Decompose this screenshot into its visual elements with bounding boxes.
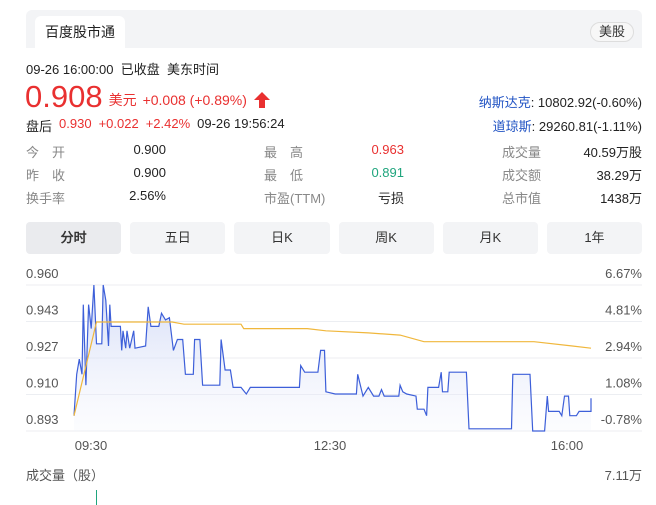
arrow-up-icon: [253, 92, 270, 108]
index-name: 道琼斯: [492, 119, 532, 134]
stat-value: 0.963: [371, 142, 404, 157]
currency: 美元: [108, 92, 137, 108]
tab-baidu-stock[interactable]: 百度股市通: [35, 16, 125, 48]
stat-label: 成交额: [502, 168, 542, 183]
header-bar: [26, 10, 642, 48]
tab-weekly-k[interactable]: 周K: [338, 222, 434, 254]
tab-daily-k[interactable]: 日K: [234, 222, 330, 254]
tab-monthly-k[interactable]: 月K: [442, 222, 538, 254]
y-right-tick-label: 6.67%: [605, 266, 642, 281]
datetime: 09-26 16:00:00: [26, 62, 114, 77]
stat-label: 市盈(TTM): [264, 191, 326, 206]
x-tick-label: 12:30: [314, 438, 347, 453]
index-name: 纳斯达克: [478, 95, 531, 110]
stat-label: 昨 收: [26, 168, 66, 183]
stat-value: 2.56%: [129, 188, 166, 203]
y-right-tick-label: 4.81%: [605, 303, 642, 318]
stat-value: 0.891: [371, 165, 404, 180]
status-line: 09-26 16:00:00 已收盘 美东时间: [26, 59, 219, 78]
after-hours-row: 盘后 0.930 +0.022 +2.42% 09-26 19:56:24: [26, 116, 285, 135]
price-area: [74, 285, 591, 431]
y-tick-label: 0.893: [26, 412, 59, 427]
stat-value: 亏损: [377, 191, 404, 206]
index-value: : 29260.81(-1.11%): [531, 119, 642, 134]
after-hours-pct: +2.42%: [145, 116, 191, 131]
after-hours-time: 09-26 19:56:24: [197, 116, 285, 131]
index-value: : 10802.92(-0.60%): [530, 95, 642, 110]
stat-label: 最 高: [264, 145, 304, 160]
current-price: 0.908: [25, 79, 103, 114]
stat-label: 最 低: [264, 168, 304, 183]
market-badge[interactable]: 美股: [589, 22, 634, 42]
price-change: +0.008 (+0.89%): [142, 92, 247, 108]
average-price-line: [73, 321, 592, 416]
market-state: 已收盘: [120, 62, 160, 77]
index-nasdaq[interactable]: 纳斯达克: 10802.92(-0.60%): [479, 92, 642, 111]
stat-value: 38.29万: [596, 168, 642, 183]
y-tick-label: 0.960: [26, 266, 59, 281]
y-right-tick-label: -0.78%: [601, 412, 643, 427]
stat-label: 总市值: [502, 191, 542, 206]
stat-value: 0.900: [133, 165, 166, 180]
x-tick-label: 09:30: [75, 438, 108, 453]
index-dow[interactable]: 道琼斯: 29260.81(-1.11%): [493, 116, 642, 135]
stat-label: 今 开: [26, 145, 66, 160]
stat-value: 1438万: [600, 191, 642, 206]
quote-row: 0.908 美元 +0.008 (+0.89%): [25, 80, 271, 114]
period-tabs: 分时 五日 日K 周K 月K 1年: [26, 222, 643, 254]
x-tick-label: 16:00: [551, 438, 584, 453]
y-tick-label: 0.927: [26, 339, 59, 354]
volume-bar: [96, 490, 97, 505]
after-hours-price: 0.930: [59, 116, 92, 131]
y-right-tick-label: 1.08%: [605, 376, 642, 391]
stat-value: 40.59万股: [583, 145, 642, 160]
stat-value: 0.900: [133, 142, 166, 157]
after-hours-label: 盘后: [26, 119, 53, 134]
price-line: [73, 284, 592, 432]
volume-max: 7.11万: [604, 468, 642, 483]
tab-intraday[interactable]: 分时: [26, 222, 122, 254]
stat-label: 换手率: [26, 191, 66, 206]
tab-5day[interactable]: 五日: [130, 222, 226, 254]
after-hours-change: +0.022: [98, 116, 139, 131]
y-tick-label: 0.910: [26, 376, 59, 391]
timezone: 美东时间: [166, 62, 219, 77]
volume-label: 成交量（股）: [26, 468, 105, 483]
stat-label: 成交量: [502, 145, 542, 160]
y-tick-label: 0.943: [26, 303, 59, 318]
tab-1year[interactable]: 1年: [546, 222, 643, 254]
y-right-tick-label: 2.94%: [605, 339, 642, 354]
